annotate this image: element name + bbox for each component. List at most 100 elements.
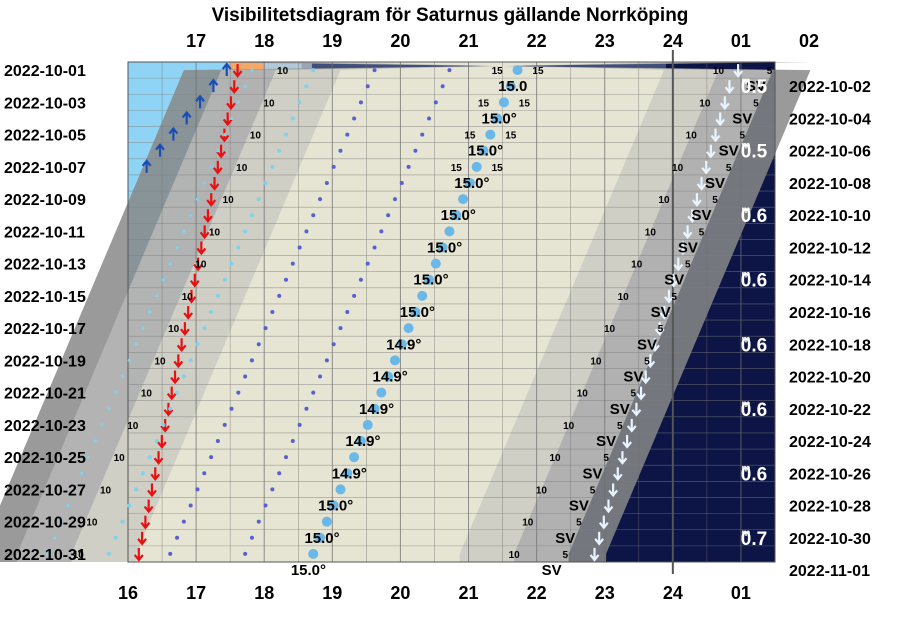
sunset-arrow	[176, 338, 187, 353]
night-arrow	[598, 515, 609, 530]
altitude-dot	[73, 487, 77, 492]
altitude-number: 10	[209, 227, 221, 238]
altitude-number: 5	[753, 98, 759, 109]
sunset-arrow	[193, 257, 203, 272]
night-arrow	[631, 402, 642, 417]
night-arrow	[664, 289, 674, 304]
moon-arrow	[208, 78, 219, 93]
arrow-head	[706, 151, 716, 159]
arrow-head	[608, 489, 618, 498]
altitude-dot	[229, 261, 234, 266]
max-altitude-label: 15.0°	[400, 304, 435, 321]
right-date-label: 2022-10-28	[789, 499, 871, 516]
left-date-label: 2022-10-23	[4, 418, 86, 435]
altitude-dot	[297, 422, 302, 427]
arrow-head	[598, 521, 609, 530]
magnitude-label: 0.6	[741, 206, 767, 227]
sunset-arrow	[180, 322, 190, 336]
night-arrow	[687, 209, 698, 223]
altitude-number: 10	[195, 260, 207, 271]
altitude-number: 10	[686, 131, 698, 142]
max-altitude-label: 15.0°	[413, 272, 448, 289]
right-date-label: 2022-10-10	[789, 208, 871, 225]
altitude-number: 5	[576, 518, 582, 529]
altitude-dot	[263, 326, 268, 331]
arrow-head	[221, 62, 232, 70]
arrow-head	[209, 183, 220, 191]
direction-label: SV	[664, 272, 684, 289]
altitude-dot	[284, 132, 289, 137]
altitude-dot	[358, 277, 363, 282]
chart-marks	[46, 62, 743, 562]
altitude-dot	[209, 165, 213, 169]
arrow-head	[140, 521, 151, 530]
altitude-dot	[168, 262, 172, 266]
altitude-dot	[161, 422, 166, 427]
arrow-head	[208, 78, 219, 86]
left-date-label: 2022-10-11	[4, 224, 85, 241]
altitude-dot	[236, 390, 241, 395]
altitude-dot	[406, 164, 411, 169]
arrow-head	[147, 489, 157, 498]
magnitude-label: 0.6	[741, 335, 767, 356]
altitude-dot	[331, 342, 336, 347]
arrow-head	[160, 425, 171, 433]
night-arrow	[696, 176, 707, 191]
altitude-dot	[202, 181, 206, 185]
altitude-dot	[127, 358, 131, 362]
direction-label: SV	[691, 207, 711, 224]
altitude-dot	[243, 551, 248, 556]
arrow-head	[206, 199, 217, 207]
bottom-hour-label: 16	[118, 583, 138, 603]
altitude-dot	[277, 293, 282, 298]
altitude-dot	[311, 390, 316, 395]
bottom-hour-label: 20	[390, 583, 410, 603]
max-altitude-label: 15.0	[498, 78, 527, 95]
culmination-dot	[410, 307, 421, 317]
arrow-head	[696, 183, 707, 191]
sunset-arrow	[183, 306, 194, 320]
altitude-number: 5	[617, 421, 623, 432]
altitude-number: 10	[658, 195, 670, 206]
arrow-head	[636, 392, 646, 401]
max-altitude-label: 15.0°	[468, 143, 503, 160]
altitude-dot	[318, 374, 323, 379]
altitude-number: 15	[505, 131, 517, 142]
altitude-dot	[222, 277, 227, 282]
altitude-dot	[216, 149, 220, 153]
arrow-head	[173, 360, 184, 369]
arrow-head	[229, 86, 240, 94]
altitude-dot	[338, 326, 343, 331]
culmination-dot	[444, 226, 455, 237]
altitude-dot	[134, 487, 139, 492]
arrow-head	[594, 538, 605, 546]
culmination-dot	[396, 339, 407, 350]
altitude-number: 5	[590, 485, 596, 496]
altitude-number: 10	[577, 389, 589, 400]
altitude-dot	[413, 148, 418, 153]
night-arrow	[706, 144, 716, 159]
altitude-dot	[256, 197, 261, 202]
altitude-dot	[297, 245, 302, 250]
night-arrow	[692, 193, 702, 207]
magnitude-unit: m	[742, 270, 751, 281]
top-hour-label: 20	[390, 31, 410, 51]
arrow-head	[631, 409, 642, 417]
moon-arrow	[155, 142, 165, 157]
altitude-dot	[188, 503, 193, 508]
left-date-label: 2022-10-29	[4, 515, 86, 532]
altitude-number: 10	[618, 292, 630, 303]
sunset-arrow	[156, 435, 167, 449]
top-hour-label: 19	[322, 31, 342, 51]
altitude-dot	[352, 116, 357, 121]
altitude-number: 10	[236, 163, 248, 174]
night-arrow	[659, 306, 670, 320]
altitude-dot	[311, 213, 316, 218]
altitude-dot	[277, 148, 282, 153]
altitude-dot	[127, 503, 132, 508]
altitude-dot	[229, 116, 234, 121]
bottom-hour-label: 24	[663, 583, 683, 603]
altitude-dot	[270, 310, 275, 314]
sunset-arrow	[173, 354, 184, 369]
arrow-head	[589, 554, 600, 562]
